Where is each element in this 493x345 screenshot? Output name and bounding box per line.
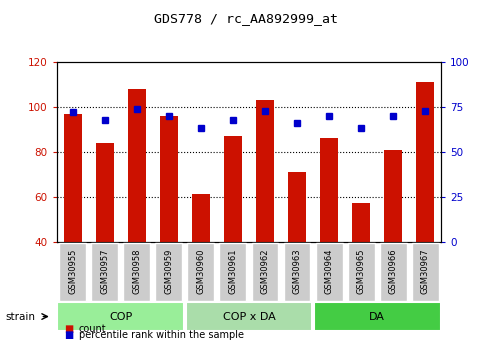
Text: GSM30964: GSM30964 bbox=[324, 249, 334, 294]
Text: GSM30966: GSM30966 bbox=[388, 249, 398, 295]
Bar bbox=[385, 149, 402, 241]
Bar bbox=[320, 138, 338, 241]
FancyBboxPatch shape bbox=[380, 243, 407, 300]
FancyBboxPatch shape bbox=[187, 243, 214, 300]
Text: strain: strain bbox=[5, 312, 35, 322]
Text: COP: COP bbox=[109, 312, 133, 322]
FancyBboxPatch shape bbox=[91, 243, 118, 300]
FancyBboxPatch shape bbox=[348, 243, 375, 300]
FancyBboxPatch shape bbox=[57, 303, 184, 331]
Text: COP x DA: COP x DA bbox=[223, 312, 275, 322]
FancyBboxPatch shape bbox=[219, 243, 246, 300]
Text: GSM30967: GSM30967 bbox=[421, 249, 430, 295]
Bar bbox=[224, 136, 242, 242]
Bar bbox=[352, 203, 370, 241]
Bar bbox=[96, 143, 113, 241]
Text: ■: ■ bbox=[64, 324, 73, 334]
Bar bbox=[417, 82, 434, 242]
FancyBboxPatch shape bbox=[185, 303, 313, 331]
Text: DA: DA bbox=[369, 312, 385, 322]
Bar bbox=[160, 116, 177, 242]
FancyBboxPatch shape bbox=[59, 243, 86, 300]
Text: GSM30958: GSM30958 bbox=[132, 249, 141, 294]
Bar bbox=[288, 172, 306, 242]
Bar bbox=[256, 100, 274, 242]
Bar bbox=[192, 194, 210, 242]
Text: GSM30957: GSM30957 bbox=[100, 249, 109, 294]
FancyBboxPatch shape bbox=[155, 243, 182, 300]
FancyBboxPatch shape bbox=[283, 243, 311, 300]
Text: percentile rank within the sample: percentile rank within the sample bbox=[79, 330, 244, 339]
FancyBboxPatch shape bbox=[412, 243, 439, 300]
Text: ■: ■ bbox=[64, 330, 73, 339]
Text: GSM30965: GSM30965 bbox=[356, 249, 366, 294]
Text: count: count bbox=[79, 324, 106, 334]
FancyBboxPatch shape bbox=[123, 243, 150, 300]
Text: GSM30963: GSM30963 bbox=[292, 249, 302, 295]
Text: GSM30961: GSM30961 bbox=[228, 249, 238, 294]
Text: GSM30959: GSM30959 bbox=[164, 249, 174, 294]
FancyBboxPatch shape bbox=[314, 303, 441, 331]
Text: GSM30955: GSM30955 bbox=[68, 249, 77, 294]
Text: GSM30962: GSM30962 bbox=[260, 249, 270, 294]
Bar bbox=[128, 89, 145, 242]
FancyBboxPatch shape bbox=[251, 243, 279, 300]
Text: GSM30960: GSM30960 bbox=[196, 249, 206, 294]
FancyBboxPatch shape bbox=[316, 243, 343, 300]
Text: GDS778 / rc_AA892999_at: GDS778 / rc_AA892999_at bbox=[154, 12, 339, 25]
Bar bbox=[64, 114, 81, 242]
